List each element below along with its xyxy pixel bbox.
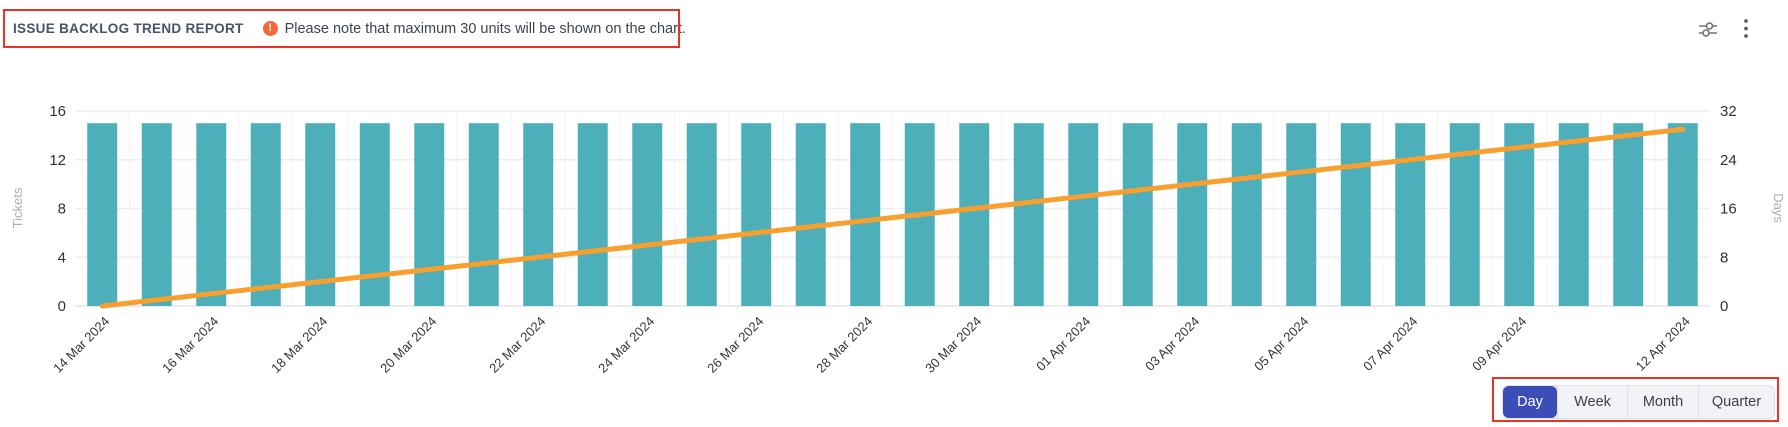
ticket-bar[interactable] [577,123,608,306]
x-axis-date-label: 28 Mar 2024 [813,314,875,376]
widget-toolbar [1697,17,1757,41]
x-axis-date-label: 03 Apr 2024 [1142,314,1202,374]
ticket-bar[interactable] [196,123,227,306]
page-title: ISSUE BACKLOG TREND REPORT [13,21,244,36]
x-axis-date-label: 26 Mar 2024 [704,314,766,376]
ticket-bar[interactable] [1395,123,1426,306]
right-axis-tick: 16 [1720,201,1737,218]
x-axis-date-label: 18 Mar 2024 [268,314,330,376]
left-axis-title: Tickets [10,187,25,228]
ticket-bar[interactable] [1013,123,1044,306]
ticket-bar[interactable] [141,123,172,306]
x-axis-date-label: 20 Mar 2024 [377,314,439,376]
ticket-bar[interactable] [1177,123,1208,306]
kebab-menu-icon[interactable] [1735,17,1757,41]
days-trend-line[interactable] [99,126,1686,309]
left-axis-tick: 4 [58,249,66,266]
ticket-bar[interactable] [1231,123,1262,306]
period-quarter-button[interactable]: Quarter [1698,386,1774,418]
ticket-bar[interactable] [1068,123,1099,306]
left-axis-tick: 0 [58,298,66,315]
ticket-bar[interactable] [414,123,445,306]
right-axis-tick: 8 [1720,249,1728,266]
x-axis-date-label: 30 Mar 2024 [922,314,984,376]
kebab-menu-icon-svg [1744,19,1748,38]
alert-circle-icon: ! [262,21,278,36]
period-month-button[interactable]: Month [1627,386,1698,418]
period-day-button[interactable]: Day [1503,386,1557,418]
left-axis-tick: 8 [58,201,66,218]
ticket-bar[interactable] [741,123,772,306]
ticket-bar[interactable] [1667,123,1698,306]
ticket-bar[interactable] [632,123,663,306]
ticket-bar[interactable] [795,123,826,306]
note-text: Please note that maximum 30 units will b… [284,20,686,37]
right-axis-title: Days [1771,193,1786,223]
ticket-bar[interactable] [1558,123,1589,306]
right-axis-tick: 0 [1720,298,1728,315]
sliders-icon[interactable] [1697,17,1719,41]
ticket-bar[interactable] [468,123,499,306]
ticket-bar[interactable] [1340,123,1371,306]
left-axis-tick: 12 [49,152,66,169]
ticket-bar[interactable] [87,123,118,306]
right-axis-tick: 24 [1720,152,1737,169]
ticket-bar[interactable] [850,123,881,306]
x-axis-date-label: 22 Mar 2024 [486,314,548,376]
sliders-icon-svg [1699,22,1717,37]
x-axis-date-label: 01 Apr 2024 [1033,314,1093,374]
period-switcher: Day Week Month Quarter [1502,385,1775,419]
x-axis-date-label: 24 Mar 2024 [595,314,657,376]
x-axis-date-label: 09 Apr 2024 [1469,314,1529,374]
ticket-bar[interactable] [959,123,990,306]
ticket-bar[interactable] [1286,123,1317,306]
ticket-bar[interactable] [1122,123,1153,306]
period-week-button[interactable]: Week [1557,386,1627,418]
ticket-bar[interactable] [686,123,717,306]
right-axis-tick: 32 [1720,103,1737,120]
max-units-note: ! Please note that maximum 30 units will… [262,20,686,37]
x-axis-date-label: 05 Apr 2024 [1251,314,1311,374]
x-axis-date-label: 14 Mar 2024 [50,314,112,376]
x-axis-date-label: 16 Mar 2024 [159,314,221,376]
ticket-bar[interactable] [1613,123,1644,306]
widget-header: ISSUE BACKLOG TREND REPORT ! Please note… [13,0,686,57]
ticket-bar[interactable] [250,123,281,306]
ticket-bar[interactable] [1504,123,1535,306]
ticket-bar[interactable] [305,123,336,306]
x-axis-date-label: 12 Apr 2024 [1633,314,1693,374]
x-axis-date-label: 07 Apr 2024 [1360,314,1420,374]
left-axis-tick: 16 [49,103,66,120]
ticket-bar[interactable] [523,123,554,306]
